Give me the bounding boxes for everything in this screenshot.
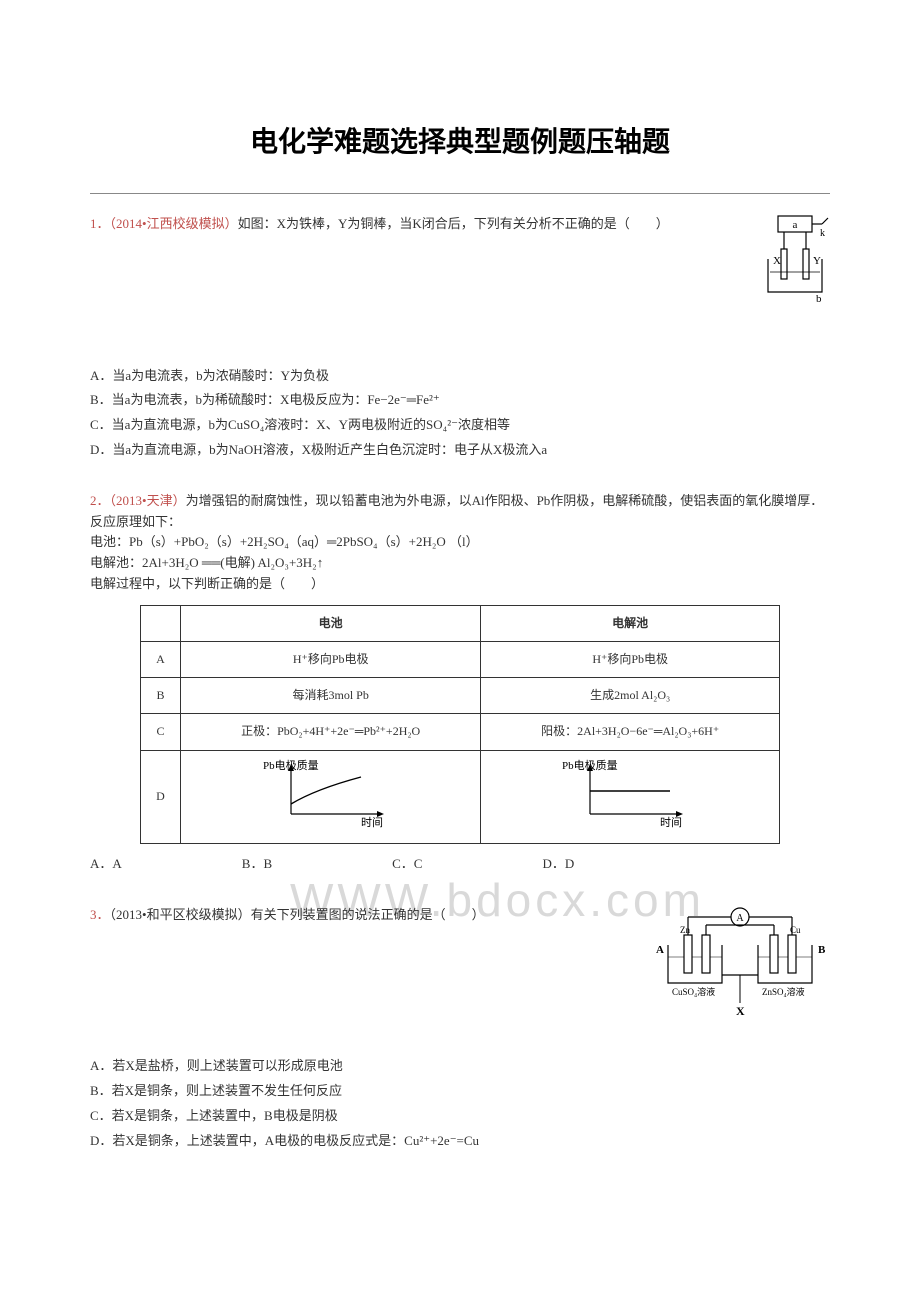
q2-th-electrolysis: 电解池: [481, 605, 780, 641]
q3-opt-c: C．若X是铜条，上述装置中，B电极是阴极: [90, 1106, 830, 1127]
q1-opt-a: A．当a为电流表，b为浓硝酸时：Y为负极: [90, 366, 830, 387]
svg-text:Zn: Zn: [680, 925, 690, 935]
q1-options: A．当a为电流表，b为浓硝酸时：Y为负极 B．当a为电流表，b为稀硫酸时：X电极…: [90, 366, 830, 461]
q3-opt-a: A．若X是盐桥，则上述装置可以形成原电池: [90, 1056, 830, 1077]
q2-rowA: A: [141, 641, 181, 677]
label-b: b: [816, 293, 822, 304]
q2-C2: 阳极：2Al+3H₂O−6e⁻═Al₂O₃+6H⁺: [481, 714, 780, 750]
q2-th-empty: [141, 605, 181, 641]
svg-text:Cu: Cu: [790, 925, 801, 935]
q2-stem-l3: 电解池：2Al+3H₂O ══(电解) Al₂O₃+3H₂↑: [90, 555, 323, 570]
q1-opt-d: D．当a为直流电源，b为NaOH溶液，X极附近产生白色沉淀时：电子从X极流入a: [90, 440, 830, 461]
q3-source: （2013•和平区校级模拟）: [110, 907, 251, 922]
q2-opt-c: C．C: [392, 854, 422, 875]
q2-B1: 每消耗3mol Pb: [181, 678, 481, 714]
q1-stem: 如图：X为铁棒，Y为铜棒，当K闭合后，下列有关分析不正确的是（ ）: [238, 216, 669, 231]
q2-th-battery: 电池: [181, 605, 481, 641]
q1-source: （2014•江西校级模拟）: [110, 216, 238, 231]
svg-text:A: A: [656, 944, 664, 956]
q2-table: 电池 电解池 A H⁺移向Pb电极 H⁺移向Pb电极 B 每消耗3mol Pb …: [140, 605, 780, 844]
q2-options: A．A B．B C．C D．D: [90, 854, 830, 875]
q1-diagram: a k X Y b: [760, 214, 830, 311]
q2-opt-a: A．A: [90, 854, 122, 875]
label-x: X: [773, 255, 781, 267]
question-1: 1．（2014•江西校级模拟）如图：X为铁棒，Y为铜棒，当K闭合后，下列有关分析…: [90, 214, 830, 461]
q2-A1: H⁺移向Pb电极: [181, 641, 481, 677]
question-3: 3．（2013•和平区校级模拟）有关下列装置图的说法正确的是（ ） A Zn: [90, 905, 830, 1152]
svg-text:B: B: [818, 944, 826, 956]
q2-C1: 正极：PbO₂+4H⁺+2e⁻═Pb²⁺+2H₂O: [181, 714, 481, 750]
q2-stem-l4: 电解过程中，以下判断正确的是（ ）: [90, 576, 324, 591]
q3-stem: 有关下列装置图的说法正确的是（ ）: [251, 907, 485, 922]
q3-number: 3．: [90, 907, 110, 922]
q2-stem-l2: 电池：Pb（s）+PbO₂（s）+2H₂SO₄（aq）═2PbSO₄（s）+2H…: [90, 534, 479, 549]
label-ammeter: A: [736, 913, 744, 924]
q2-A2: H⁺移向Pb电极: [481, 641, 780, 677]
q2-source: （2013•天津）: [110, 493, 186, 508]
q2-rowC: C: [141, 714, 181, 750]
q2-opt-b: B．B: [242, 854, 272, 875]
question-2: WWW.bdocx.com 2．（2013•天津）为增强铝的耐腐蚀性，现以铅蓄电…: [90, 491, 830, 875]
q2-D2-graph: Pb电极质量 时间: [481, 750, 780, 843]
title-divider: [90, 193, 830, 194]
svg-text:CuSO₄溶液: CuSO₄溶液: [672, 986, 715, 997]
svg-text:时间: 时间: [361, 816, 383, 829]
q2-opt-d: D．D: [542, 854, 574, 875]
q3-options: A．若X是盐桥，则上述装置可以形成原电池 B．若X是铜条，则上述装置不发生任何反…: [90, 1056, 830, 1151]
q3-diagram: A Zn A CuSO₄溶液: [650, 905, 830, 1027]
q2-number: 2．: [90, 493, 110, 508]
q1-opt-b: B．当a为电流表，b为稀硫酸时：X电极反应为：Fe−2e⁻═Fe²⁺: [90, 390, 830, 411]
label-k: k: [820, 228, 825, 239]
q1-opt-c: C．当a为直流电源，b为CuSO₄溶液时：X、Y两电极附近的SO₄²⁻浓度相等: [90, 415, 830, 436]
svg-text:X: X: [736, 1004, 745, 1018]
q2-stem-l1: 为增强铝的耐腐蚀性，现以铅蓄电池为外电源，以Al作阳极、Pb作阴极，电解稀硫酸，…: [90, 493, 823, 529]
q2-rowB: B: [141, 678, 181, 714]
page-title: 电化学难题选择典型题例题压轴题: [90, 120, 830, 165]
q3-opt-d: D．若X是铜条，上述装置中，A电极的电极反应式是：Cu²⁺+2e⁻=Cu: [90, 1131, 830, 1152]
q3-opt-b: B．若X是铜条，则上述装置不发生任何反应: [90, 1081, 830, 1102]
label-y: Y: [813, 255, 821, 267]
q2-rowD: D: [141, 750, 181, 843]
svg-text:ZnSO₄溶液: ZnSO₄溶液: [762, 986, 805, 997]
q1-number: 1．: [90, 216, 110, 231]
label-a: a: [793, 219, 798, 231]
q2-D1-graph: Pb电极质量 时间: [181, 750, 481, 843]
q2-B2: 生成2mol Al₂O₃: [481, 678, 780, 714]
svg-text:时间: 时间: [660, 816, 682, 829]
